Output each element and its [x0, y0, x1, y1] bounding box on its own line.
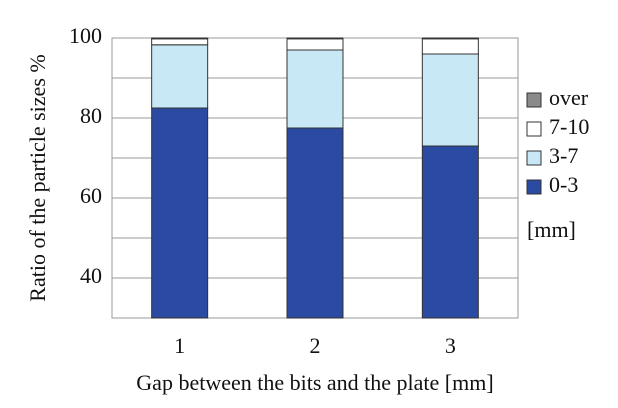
legend-unit: [mm]: [527, 217, 576, 242]
bar-segment: [286, 37, 344, 40]
bar-segment: [286, 38, 344, 51]
bar-segment: [151, 38, 209, 46]
x-tick-label: 1: [174, 333, 185, 358]
y-tick-label: 100: [69, 23, 102, 48]
legend-label: over: [549, 85, 589, 110]
bar-segment: [286, 49, 344, 129]
bar-segment: [151, 107, 209, 319]
y-tick-label: 40: [80, 263, 102, 288]
y-axis-label: Ratio of the particle sizes %: [25, 54, 50, 301]
bar-segment: [286, 127, 344, 319]
legend-swatch: [526, 179, 542, 195]
y-tick-label: 80: [80, 103, 102, 128]
legend-label: 0-3: [549, 172, 578, 197]
legend-swatch: [526, 121, 542, 137]
bar-segment: [421, 53, 479, 147]
bar-segment: [421, 37, 479, 40]
bar-segment: [421, 145, 479, 319]
legend-swatch: [526, 92, 542, 108]
bar-segment: [421, 38, 479, 55]
x-tick-label: 3: [445, 333, 456, 358]
x-axis-label: Gap between the bits and the plate [mm]: [136, 370, 493, 395]
legend-label: 3-7: [549, 143, 578, 168]
legend-label: 7-10: [549, 114, 589, 139]
bar-segment: [151, 44, 209, 109]
x-tick-label: 2: [310, 333, 321, 358]
bar-segment: [151, 37, 209, 40]
y-tick-label: 60: [80, 183, 102, 208]
legend-swatch: [526, 150, 542, 166]
